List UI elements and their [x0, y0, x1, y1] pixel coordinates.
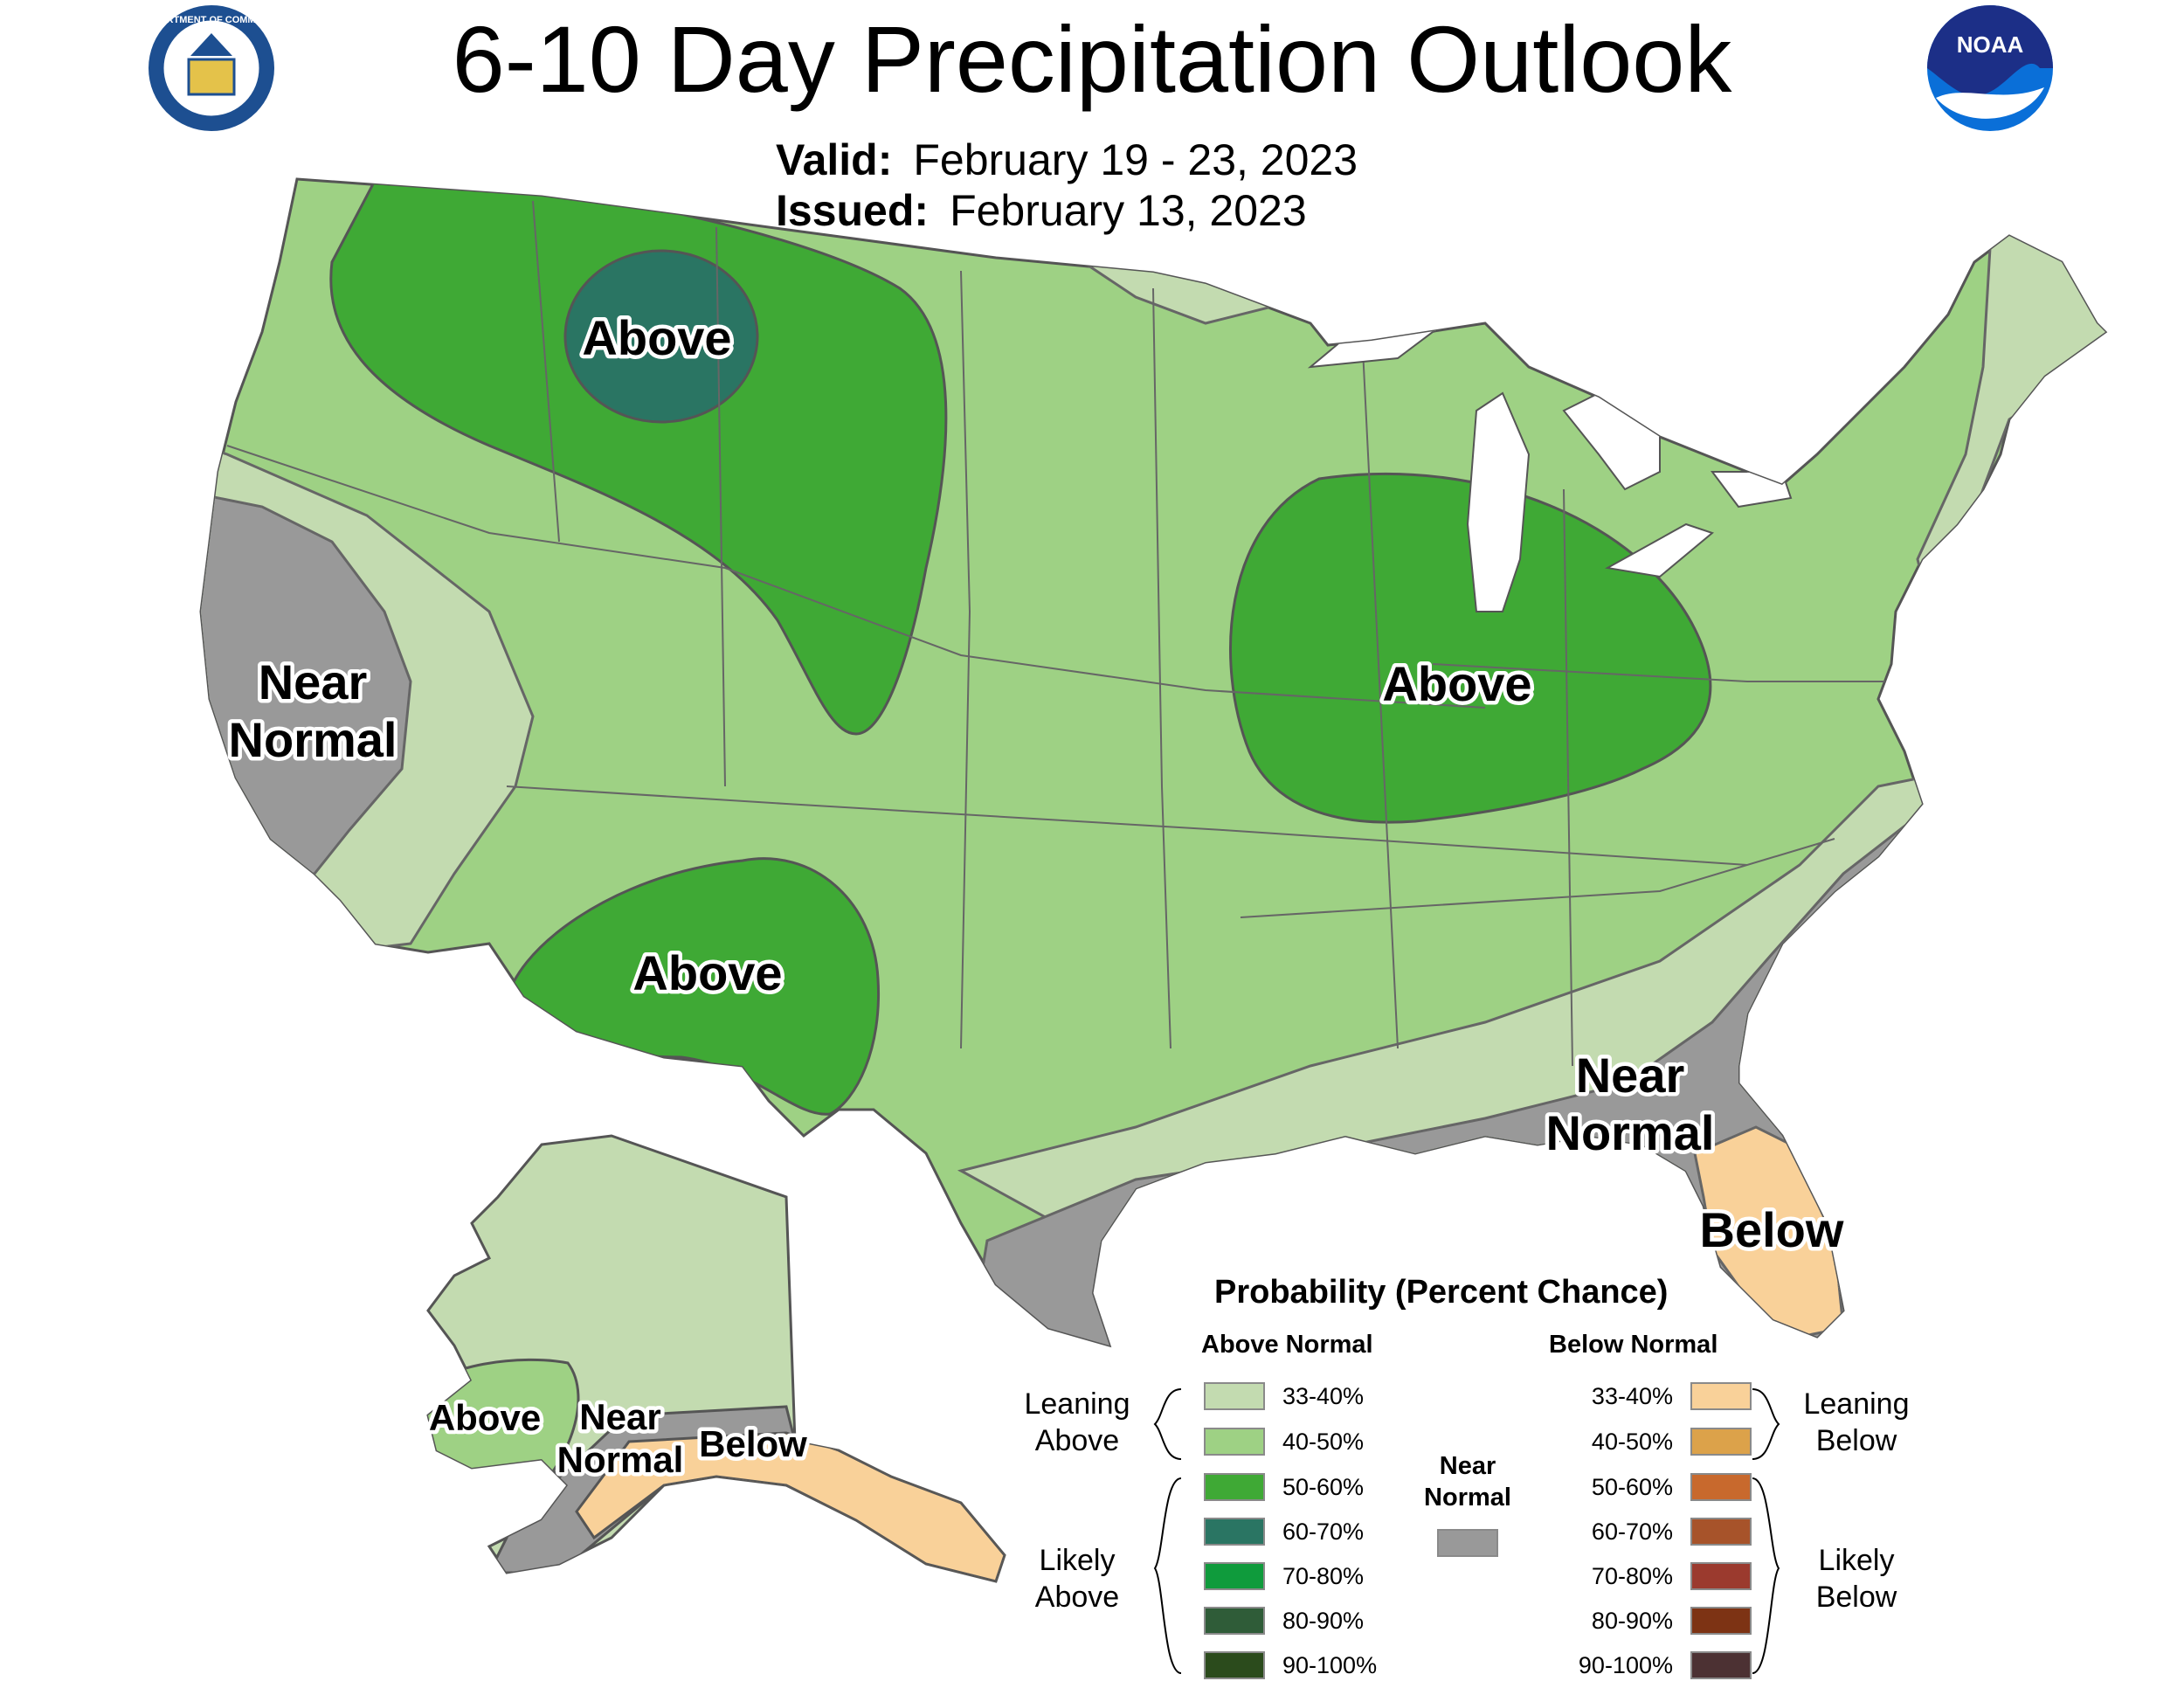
legend-above-percent: 50-60% [1282, 1473, 1365, 1500]
legend-below-row: 50-60% [1559, 1470, 1752, 1505]
legend-below-row: 40-50% [1559, 1424, 1752, 1459]
noaa-text: NOAA [1957, 31, 2024, 58]
leaning-below-line2: Below [1815, 1424, 1897, 1457]
label-near-normal-se-2: Normal [1546, 1105, 1715, 1160]
leaning-above-line1: Leaning [1024, 1387, 1130, 1421]
legend-above-row: 50-60% [1204, 1470, 1364, 1505]
label-near-normal-west-1: Near [259, 654, 368, 709]
legend-above-swatch [1204, 1518, 1265, 1546]
likely-above-line1: Likely [1039, 1544, 1116, 1577]
label-alaska-near-2: Normal [557, 1439, 684, 1480]
conus-map [199, 177, 2108, 1348]
legend-above-percent: 60-70% [1282, 1518, 1365, 1545]
legend-below-swatch [1690, 1518, 1752, 1546]
legend-below-percent: 60-70% [1591, 1518, 1673, 1545]
legend-below-swatch [1690, 1428, 1752, 1456]
legend-above-swatch [1204, 1473, 1265, 1501]
legend-below-row: 60-70% [1559, 1514, 1752, 1549]
seal-text: DEPARTMENT OF COMMERCE [141, 15, 282, 25]
label-above-north: Above [582, 310, 731, 365]
legend-leaning-above: Leaning Above [1003, 1386, 1151, 1459]
legend-above-percent: 70-80% [1282, 1562, 1365, 1589]
legend-below-percent: 40-50% [1591, 1428, 1673, 1455]
alaska-below [575, 1431, 1005, 1581]
legend-above-percent: 40-50% [1282, 1428, 1365, 1455]
near-normal-line1: Near [1439, 1452, 1496, 1480]
label-below-florida: Below [1700, 1202, 1844, 1257]
label-alaska-below: Below [699, 1423, 807, 1464]
legend-below-swatch [1690, 1651, 1752, 1679]
legend-below-row: 70-80% [1559, 1559, 1752, 1594]
valid-label: Valid: [776, 135, 893, 184]
legend-above-row: 40-50% [1204, 1424, 1364, 1459]
valid-value: February 19 - 23, 2023 [913, 135, 1358, 184]
legend-above-swatch [1204, 1428, 1265, 1456]
label-alaska-above: Above [429, 1397, 541, 1438]
noaa-logo: NOAA [1927, 5, 2053, 131]
zone-above-60-70 [563, 249, 759, 424]
legend-above-swatch [1204, 1607, 1265, 1635]
legend-below-row: 80-90% [1559, 1603, 1752, 1638]
legend-below-percent: 90-100% [1578, 1651, 1673, 1678]
label-above-midwest: Above [1382, 656, 1531, 711]
leaning-below-line1: Leaning [1803, 1387, 1910, 1421]
legend-below-swatch [1690, 1382, 1752, 1410]
legend-below-row: 90-100% [1559, 1648, 1752, 1683]
zone-above-north [329, 179, 948, 736]
label-above-southwest: Above [632, 945, 782, 1000]
brace-leaning-below [1752, 1388, 1780, 1460]
legend-above-swatch [1204, 1651, 1265, 1679]
legend-above-percent: 90-100% [1282, 1651, 1378, 1678]
legend-above-row: 33-40% [1204, 1379, 1364, 1414]
alaska-map [426, 1134, 1006, 1583]
legend-above-swatch [1204, 1382, 1265, 1410]
legend-below-percent: 33-40% [1591, 1382, 1673, 1409]
likely-below-line1: Likely [1818, 1544, 1895, 1577]
legend-likely-below: Likely Below [1782, 1542, 1931, 1615]
legend-above-row: 70-80% [1204, 1559, 1364, 1594]
issued-label: Issued: [776, 186, 930, 235]
legend-title: Probability (Percent Chance) [1214, 1274, 1669, 1311]
legend-below-percent: 70-80% [1591, 1562, 1673, 1589]
label-near-normal-se-1: Near [1576, 1048, 1685, 1103]
leaning-above-line2: Above [1034, 1424, 1120, 1457]
legend-braces [1153, 1388, 1780, 1674]
map-title: 6-10 Day Precipitation Outlook [452, 6, 1732, 112]
legend-near-normal: Near Normal [1415, 1450, 1520, 1557]
likely-above-line2: Above [1034, 1581, 1120, 1614]
issued-value: February 13, 2023 [950, 186, 1307, 235]
issued-date: Issued: February 13, 2023 [776, 185, 1307, 236]
label-near-normal-west-2: Normal [229, 712, 397, 767]
near-normal-swatch [1437, 1529, 1498, 1557]
legend-below-swatch [1690, 1607, 1752, 1635]
legend-below-percent: 50-60% [1591, 1473, 1673, 1500]
brace-likely-below [1752, 1477, 1780, 1674]
brace-leaning-above [1153, 1388, 1182, 1460]
valid-dates: Valid: February 19 - 23, 2023 [776, 135, 1358, 185]
legend-below-title: Below Normal [1549, 1331, 1718, 1359]
legend-below-row: 33-40% [1559, 1379, 1752, 1414]
label-alaska-near-1: Near [579, 1396, 660, 1437]
legend-leaning-below: Leaning Below [1782, 1386, 1931, 1459]
legend-above-percent: 33-40% [1282, 1382, 1365, 1409]
legend-below-swatch [1690, 1473, 1752, 1501]
legend-below-swatch [1690, 1562, 1752, 1590]
legend-above-row: 60-70% [1204, 1514, 1364, 1549]
legend-above-row: 80-90% [1204, 1603, 1364, 1638]
legend-above-swatch [1204, 1562, 1265, 1590]
state-boundaries [226, 200, 1922, 1067]
legend-likely-above: Likely Above [1003, 1542, 1151, 1615]
department-of-commerce-seal: DEPARTMENT OF COMMERCE [141, 5, 282, 131]
legend-above-percent: 80-90% [1282, 1607, 1365, 1634]
legend-above-title: Above Normal [1201, 1331, 1373, 1359]
likely-below-line2: Below [1815, 1581, 1897, 1614]
legend-below-percent: 80-90% [1591, 1607, 1673, 1634]
legend-above-row: 90-100% [1204, 1648, 1377, 1683]
brace-likely-above [1153, 1477, 1182, 1674]
near-normal-line2: Normal [1424, 1484, 1511, 1512]
